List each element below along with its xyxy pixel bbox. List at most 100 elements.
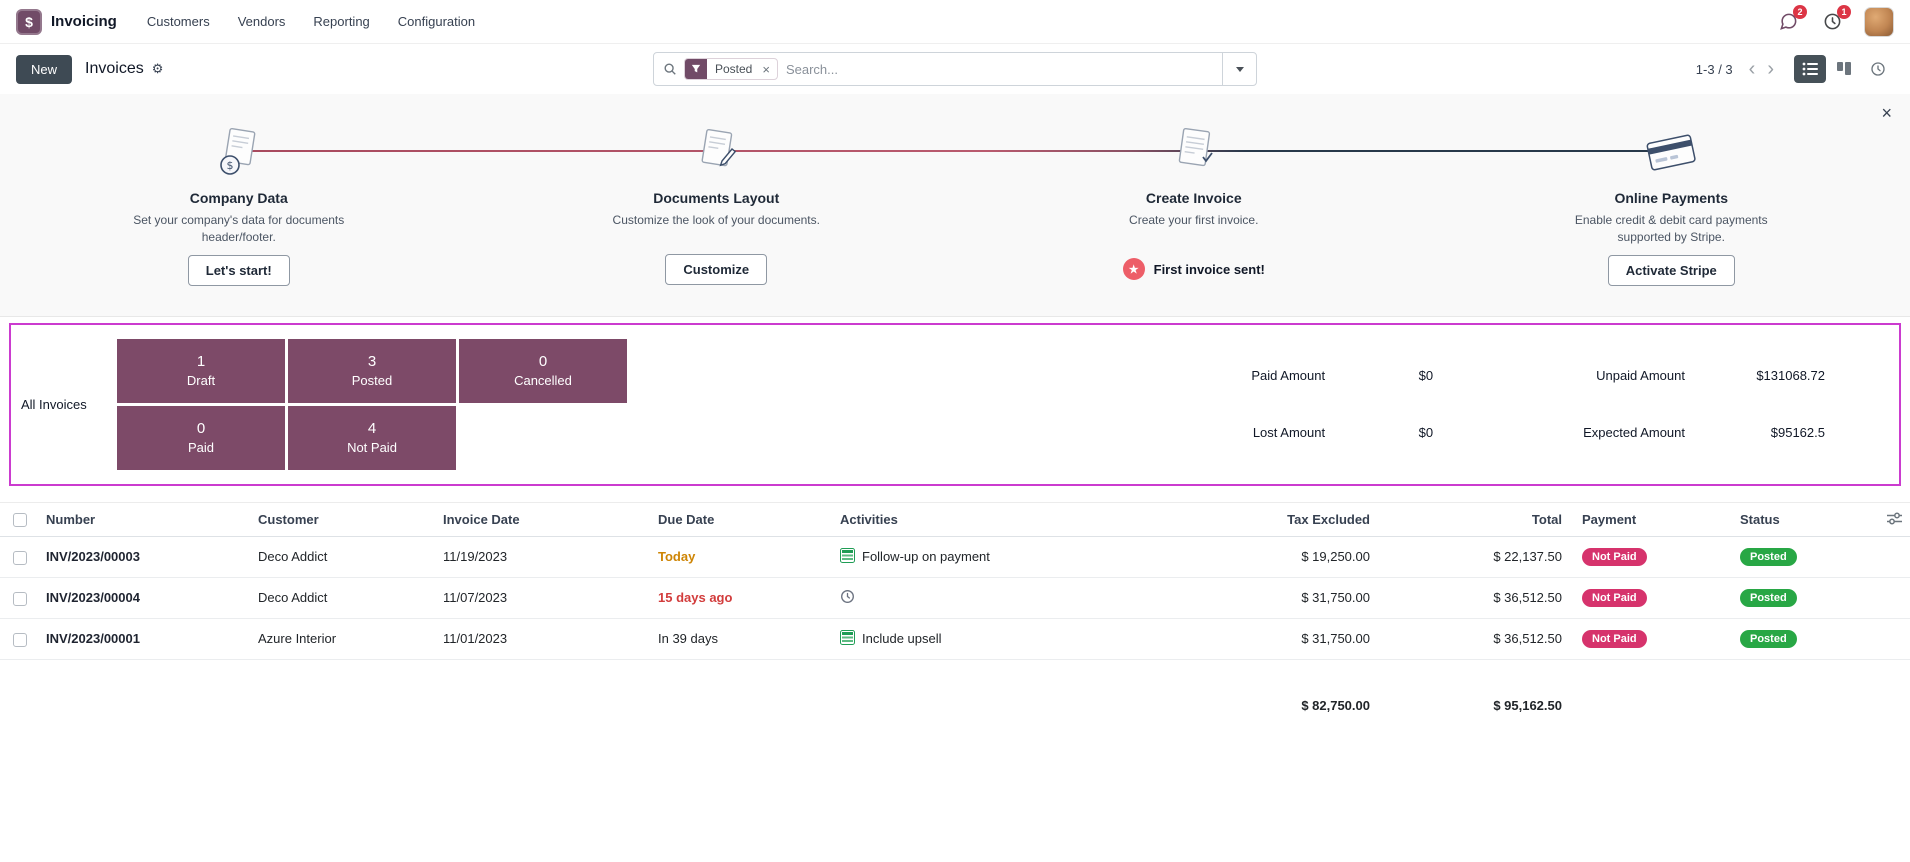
company-data-icon: $	[215, 122, 263, 178]
activity-label: Include upsell	[862, 631, 942, 647]
chevron-left-icon[interactable]	[1743, 59, 1762, 79]
onboarding-banner: $ Company Data Set your company's data f…	[0, 94, 1910, 317]
step-title: Company Data	[189, 190, 288, 206]
tax-excluded-amount: $ 31,750.00	[1214, 618, 1384, 660]
menu-customers[interactable]: Customers	[146, 14, 210, 29]
invoice-due-date: 15 days ago	[652, 577, 834, 619]
step-description: Create your first invoice.	[1129, 213, 1259, 227]
total-amount: $ 36,512.50	[1384, 618, 1576, 660]
column-header-status[interactable]: Status	[1734, 501, 1910, 537]
column-header-customer[interactable]: Customer	[252, 501, 437, 537]
onboarding-progress-line	[238, 150, 1677, 152]
tile-posted[interactable]: 3 Posted	[288, 338, 456, 403]
svg-text:$: $	[226, 159, 233, 172]
activities-clock-icon[interactable]: 1	[1820, 4, 1851, 34]
stat-label: Lost Amount	[1252, 425, 1326, 441]
messages-icon[interactable]: 2	[1776, 4, 1807, 34]
tile-draft[interactable]: 1 Draft	[117, 338, 285, 403]
app-brand[interactable]: Invoicing	[16, 8, 117, 35]
invoice-number: INV/2023/00003	[40, 536, 252, 578]
invoices-list: Number Customer Invoice Date Due Date Ac…	[0, 501, 1910, 726]
onboarding-step-company-data: $ Company Data Set your company's data f…	[0, 122, 478, 286]
tile-label: Draft	[186, 373, 216, 389]
tile-count: 3	[367, 353, 377, 371]
tax-excluded-amount: $ 31,750.00	[1214, 577, 1384, 619]
column-header-invoice-date[interactable]: Invoice Date	[437, 501, 652, 537]
grand-total: $ 95,162.50	[1493, 697, 1562, 713]
tile-not-paid[interactable]: 4 Not Paid	[288, 405, 456, 470]
step-description: Enable credit & debit card payments supp…	[1574, 213, 1768, 245]
search-bar[interactable]: Posted	[653, 52, 1257, 86]
column-adjust-icon[interactable]	[1887, 512, 1902, 528]
step-done-label: First invoice sent!	[1153, 261, 1265, 277]
activate-stripe-button[interactable]: Activate Stripe	[1607, 254, 1735, 286]
stat-label: Paid Amount	[1251, 368, 1326, 384]
step-done-status: First invoice sent!	[1122, 258, 1265, 280]
facet-remove-icon[interactable]	[760, 62, 777, 77]
column-header-due-date[interactable]: Due Date	[652, 501, 834, 537]
invoice-due-date: Today	[652, 536, 834, 578]
search-dropdown-toggle[interactable]	[1222, 53, 1256, 85]
invoice-date: 11/01/2023	[437, 618, 652, 660]
tile-cancelled[interactable]: 0 Cancelled	[459, 338, 627, 403]
tile-label: Posted	[351, 373, 393, 389]
search-icon	[663, 62, 677, 76]
documents-layout-icon	[692, 122, 740, 178]
status-badge: Posted	[1740, 588, 1797, 607]
row-checkbox[interactable]	[13, 591, 27, 606]
row-checkbox[interactable]	[13, 550, 27, 565]
new-button[interactable]: New	[16, 54, 73, 84]
invoice-number: INV/2023/00001	[40, 618, 252, 660]
search-facet-posted[interactable]: Posted	[684, 58, 778, 80]
close-icon[interactable]	[1881, 104, 1892, 122]
status-tiles: 1 Draft 3 Posted 0 Cancelled 0 Paid 4 No…	[117, 338, 627, 470]
user-avatar[interactable]	[1864, 6, 1894, 37]
chevron-right-icon[interactable]	[1761, 59, 1780, 79]
stat-value: $0	[1418, 425, 1434, 441]
row-checkbox[interactable]	[13, 632, 27, 647]
pager-and-views: 1-3 / 3	[1696, 55, 1894, 83]
step-description: Set your company's data for documents he…	[133, 213, 345, 245]
column-header-activities[interactable]: Activities	[834, 501, 1214, 537]
top-menu: Customers Vendors Reporting Configuratio…	[147, 10, 475, 33]
totals-row: $ 82,750.00 $ 95,162.50	[0, 685, 1910, 725]
column-header-tax-excluded[interactable]: Tax Excluded	[1214, 501, 1384, 537]
activity-view-icon[interactable]	[1862, 55, 1894, 83]
table-row-inv-2023-00003[interactable]: INV/2023/00003 Deco Addict 11/19/2023 To…	[0, 536, 1910, 578]
menu-reporting[interactable]: Reporting	[313, 14, 370, 29]
select-all-checkbox[interactable]	[13, 513, 27, 528]
menu-vendors[interactable]: Vendors	[237, 14, 286, 29]
search-input[interactable]	[785, 61, 1222, 77]
list-view-icon[interactable]	[1794, 55, 1826, 83]
invoice-customer: Azure Interior	[252, 618, 437, 660]
activity-list-icon[interactable]	[840, 629, 855, 648]
first-invoice-medal-icon	[1122, 258, 1145, 280]
dashboard-scope-label: All Invoices	[21, 396, 87, 412]
table-row-inv-2023-00004[interactable]: INV/2023/00004 Deco Addict 11/07/2023 15…	[0, 577, 1910, 619]
payment-status-badge: Not Paid	[1582, 588, 1647, 607]
onboarding-step-create-invoice: Create Invoice Create your first invoice…	[955, 122, 1433, 286]
view-switcher	[1794, 55, 1894, 83]
column-header-number[interactable]: Number	[40, 501, 252, 537]
total-amount: $ 22,137.50	[1384, 536, 1576, 578]
table-row-inv-2023-00001[interactable]: INV/2023/00001 Azure Interior 11/01/2023…	[0, 618, 1910, 660]
spacer-row	[0, 659, 1910, 685]
dropdown-caret-icon	[1235, 66, 1244, 72]
tile-count: 0	[538, 353, 548, 371]
column-header-payment[interactable]: Payment	[1576, 501, 1734, 537]
tile-paid[interactable]: 0 Paid	[117, 405, 285, 470]
activity-list-icon[interactable]	[840, 547, 855, 566]
step-title: Create Invoice	[1145, 190, 1242, 206]
facet-label: Posted	[715, 62, 753, 76]
activity-label: Follow-up on payment	[862, 549, 990, 565]
menu-configuration[interactable]: Configuration	[397, 14, 476, 29]
create-invoice-icon	[1170, 122, 1218, 178]
kanban-view-icon[interactable]	[1828, 55, 1860, 83]
online-payments-icon	[1641, 122, 1701, 178]
search-area: Posted	[653, 52, 1257, 86]
gear-icon[interactable]	[152, 61, 164, 77]
column-header-total[interactable]: Total	[1384, 501, 1576, 537]
lets-start-button[interactable]: Let's start!	[187, 254, 290, 286]
customize-button[interactable]: Customize	[665, 254, 768, 285]
row-clock-icon[interactable]	[840, 589, 855, 607]
